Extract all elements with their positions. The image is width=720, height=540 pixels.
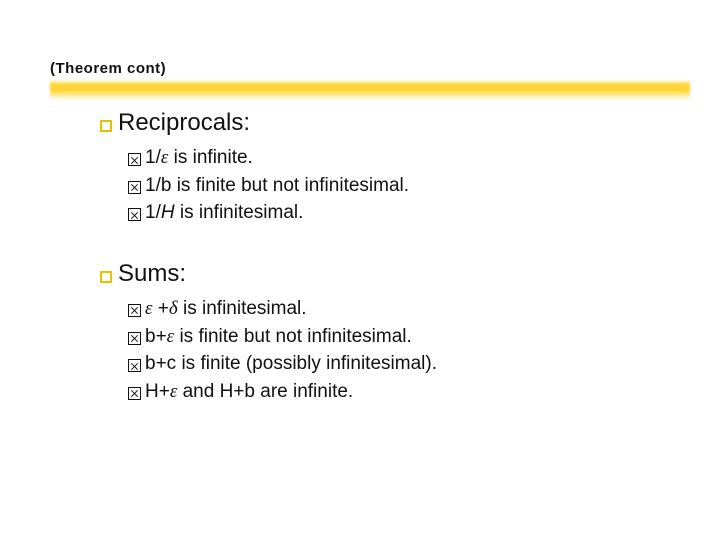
section-reciprocals: Reciprocals: 1/ε is infinite. 1/b is fin… bbox=[100, 109, 670, 226]
list-item: b+c is finite (possibly infinitesimal). bbox=[128, 351, 670, 377]
title-wrap: (Theorem cont) bbox=[50, 60, 670, 77]
boxed-x-icon bbox=[128, 304, 141, 317]
items: 1/ε is infinite. 1/b is finite but not i… bbox=[100, 145, 670, 226]
title-underline-brush bbox=[50, 78, 690, 100]
items: ε +δ is infinitesimal. b+ε is finite but… bbox=[100, 296, 670, 405]
item-text: 1/H is infinitesimal. bbox=[145, 200, 303, 226]
boxed-x-icon bbox=[128, 153, 141, 166]
section-heading: Reciprocals: bbox=[118, 109, 250, 137]
t: 1/ bbox=[145, 147, 161, 168]
t: and H+b are infinite. bbox=[177, 381, 353, 402]
italic-H: H bbox=[161, 202, 175, 223]
boxed-x-icon bbox=[128, 359, 141, 372]
item-text: H+ε and H+b are infinite. bbox=[145, 379, 353, 405]
boxed-x-icon bbox=[128, 332, 141, 345]
section-head: Reciprocals: bbox=[100, 109, 670, 137]
t: H+ bbox=[145, 381, 170, 402]
content: Reciprocals: 1/ε is infinite. 1/b is fin… bbox=[50, 83, 670, 404]
t: b+ bbox=[145, 326, 167, 347]
item-text: ε +δ is infinitesimal. bbox=[145, 296, 307, 322]
t: is infinitesimal. bbox=[175, 202, 304, 223]
list-item: ε +δ is infinitesimal. bbox=[128, 296, 670, 322]
slide: (Theorem cont) Reciprocals: 1/ε is infin… bbox=[0, 0, 720, 540]
t: is finite but not infinitesimal. bbox=[174, 326, 412, 347]
t: is infinite. bbox=[168, 147, 252, 168]
item-text: 1/b is finite but not infinitesimal. bbox=[145, 173, 409, 199]
boxed-x-icon bbox=[128, 208, 141, 221]
boxed-x-icon bbox=[128, 181, 141, 194]
list-item: 1/b is finite but not infinitesimal. bbox=[128, 173, 670, 199]
list-item: b+ε is finite but not infinitesimal. bbox=[128, 324, 670, 350]
t: is infinitesimal. bbox=[178, 298, 307, 319]
t: 1/ bbox=[145, 202, 161, 223]
square-bullet-icon bbox=[100, 120, 112, 132]
item-text: b+c is finite (possibly infinitesimal). bbox=[145, 351, 437, 377]
square-bullet-icon bbox=[100, 271, 112, 283]
item-text: 1/ε is infinite. bbox=[145, 145, 253, 171]
list-item: 1/ε is infinite. bbox=[128, 145, 670, 171]
epsilon-symbol: ε bbox=[145, 298, 153, 319]
list-item: H+ε and H+b are infinite. bbox=[128, 379, 670, 405]
section-sums: Sums: ε +δ is infinitesimal. b+ε is fini… bbox=[100, 260, 670, 405]
t: + bbox=[153, 298, 169, 319]
delta-symbol: δ bbox=[169, 298, 178, 319]
section-heading: Sums: bbox=[118, 260, 186, 288]
item-text: b+ε is finite but not infinitesimal. bbox=[145, 324, 412, 350]
section-head: Sums: bbox=[100, 260, 670, 288]
slide-title: (Theorem cont) bbox=[50, 60, 670, 77]
boxed-x-icon bbox=[128, 387, 141, 400]
list-item: 1/H is infinitesimal. bbox=[128, 200, 670, 226]
